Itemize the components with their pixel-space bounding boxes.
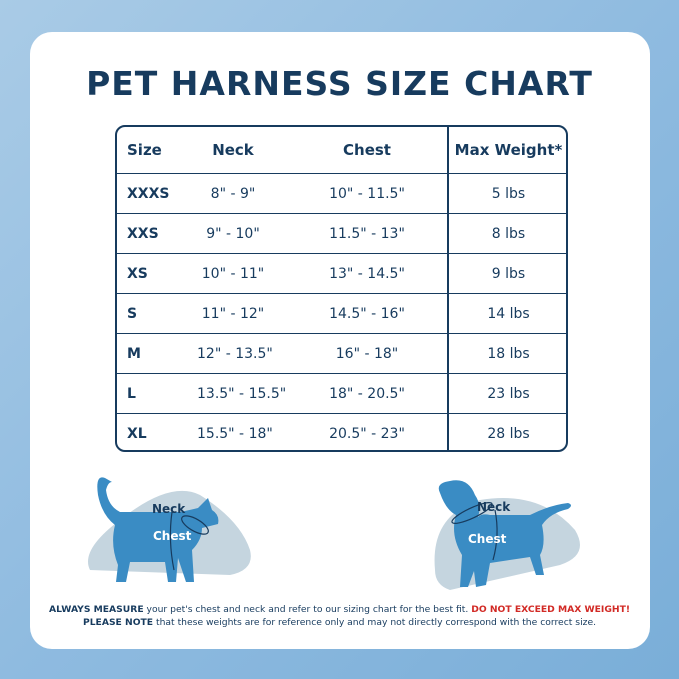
size-cell: L [127, 385, 136, 402]
size-cell: M [127, 345, 141, 362]
note-line1-text: your pet's chest and neck and refer to o… [143, 604, 472, 615]
neck-cell: 11" - 12" [201, 305, 265, 322]
note-please-note: PLEASE NOTE [82, 617, 154, 628]
size-cell: XL [127, 426, 147, 442]
table-row: XL 15.5" - 18" 20.5" - 23" 28 lbs [117, 414, 566, 454]
neck-cell: 8" - 9" [210, 185, 256, 202]
cat-silhouette-icon [97, 477, 219, 582]
dog-illustration [434, 480, 580, 590]
size-cell: XS [127, 265, 148, 282]
cat-illustration [88, 477, 251, 582]
table-row: XXXS 8" - 9" 10" - 11.5" 5 lbs [117, 174, 566, 214]
size-cell: XXXS [127, 185, 170, 202]
chest-cell: 11.5" - 13" [329, 225, 405, 242]
header-chest: Chest [343, 141, 391, 159]
max-weight-cell: 23 lbs [487, 385, 530, 402]
chest-cell: 18" - 20.5" [329, 385, 405, 402]
max-weight-warning: DO NOT EXCEED MAX WEIGHT! [471, 604, 631, 615]
max-weight-cell: 9 lbs [491, 265, 526, 282]
cat-neck-label: Neck [152, 502, 186, 516]
chest-cell: 20.5" - 23" [329, 426, 405, 442]
table-row: M 12" - 13.5" 16" - 18" 18 lbs [117, 334, 566, 374]
dog-chest-label: Chest [468, 532, 507, 546]
neck-cell: 12" - 13.5" [197, 345, 273, 362]
max-weight-cell: 5 lbs [491, 185, 526, 202]
size-cell: XXS [127, 225, 159, 242]
max-weight-cell: 8 lbs [491, 225, 526, 242]
chest-cell: 10" - 11.5" [329, 185, 405, 202]
max-weight-cell: 28 lbs [487, 426, 530, 442]
max-weight-cell: 18 lbs [487, 345, 530, 362]
table-header: Size Neck Chest Max Weight* [117, 127, 566, 174]
header-max-weight: Max Weight* [454, 141, 563, 159]
note-line2-text: that these weights are for reference onl… [153, 617, 597, 628]
size-cell: S [127, 305, 138, 322]
neck-cell: 10" - 11" [201, 265, 265, 282]
table-row: S 11" - 12" 14.5" - 16" 14 lbs [117, 294, 566, 334]
chest-cell: 16" - 18" [335, 345, 399, 362]
header-neck: Neck [212, 141, 254, 159]
neck-cell: 15.5" - 18" [197, 426, 273, 442]
size-table: Size Neck Chest Max Weight* XXXS 8" - 9" 1… [115, 125, 568, 452]
chest-cell: 13" - 14.5" [329, 265, 405, 282]
header-size: Size [127, 141, 162, 159]
table-row: XXS 9" - 10" 11.5" - 13" 8 lbs [117, 214, 566, 254]
note-always-measure: ALWAYS MEASURE [48, 604, 144, 615]
dog-neck-label: Neck [477, 500, 511, 514]
measurement-note: ALWAYS MEASURE your pet's chest and neck… [20, 603, 659, 629]
neck-cell: 9" - 10" [206, 225, 260, 242]
page-title: PET HARNESS SIZE CHART [86, 64, 593, 103]
chest-cell: 14.5" - 16" [329, 305, 405, 322]
table-row: XS 10" - 11" 13" - 14.5" 9 lbs [117, 254, 566, 294]
max-weight-cell: 14 lbs [487, 305, 530, 322]
column-divider [447, 127, 449, 450]
cat-chest-label: Chest [153, 529, 192, 543]
table-row: L 13.5" - 15.5" 18" - 20.5" 23 lbs [117, 374, 566, 414]
neck-cell: 13.5" - 15.5" [197, 385, 287, 402]
